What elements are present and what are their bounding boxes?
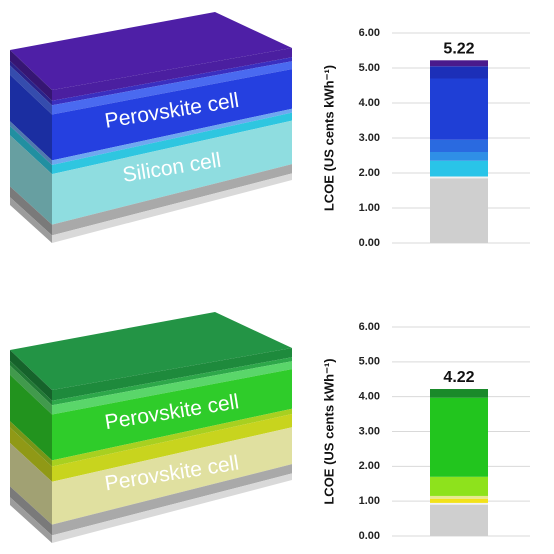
layer-side bbox=[10, 360, 52, 406]
bar-segment bbox=[430, 152, 488, 161]
layer-front bbox=[52, 473, 292, 543]
bar-segment bbox=[430, 66, 488, 79]
layer-side bbox=[10, 60, 52, 106]
layer-side bbox=[10, 125, 52, 175]
y-tick-label: 0.00 bbox=[359, 237, 380, 249]
layer-side bbox=[10, 497, 52, 543]
bar-segment bbox=[430, 78, 488, 140]
layer-side bbox=[10, 65, 52, 115]
layer-front bbox=[52, 61, 292, 115]
layer-front bbox=[52, 427, 292, 525]
layer-front bbox=[52, 108, 292, 165]
layer-side bbox=[10, 197, 52, 243]
layer-side bbox=[10, 486, 52, 536]
y-tick-label: 1.00 bbox=[359, 495, 380, 507]
layer-front bbox=[52, 120, 292, 225]
y-tick-label: 2.00 bbox=[359, 167, 380, 179]
layer-side bbox=[10, 443, 52, 525]
layer-front bbox=[52, 164, 292, 236]
layer-side bbox=[10, 421, 52, 467]
layer-front bbox=[52, 48, 292, 101]
y-tick-label: 5.00 bbox=[359, 356, 380, 368]
layer-side bbox=[10, 365, 52, 415]
layer-front bbox=[52, 414, 292, 482]
bar-segment bbox=[430, 60, 488, 67]
layer-side bbox=[10, 427, 52, 482]
layer-front bbox=[52, 357, 292, 406]
layer-side bbox=[10, 350, 52, 401]
y-axis-title: LCOE (US cents kWh⁻¹) bbox=[321, 65, 336, 211]
bar-segment bbox=[430, 389, 488, 398]
bar-segment bbox=[430, 495, 488, 499]
top-face bbox=[10, 12, 292, 90]
layer-front bbox=[52, 464, 292, 536]
y-tick-label: 5.00 bbox=[359, 62, 380, 74]
total-label: 5.22 bbox=[443, 41, 474, 58]
layer-front bbox=[52, 173, 292, 243]
layer-front bbox=[52, 112, 292, 175]
bar-segment bbox=[430, 504, 488, 536]
layer-front bbox=[52, 57, 292, 106]
layer-side bbox=[10, 121, 52, 165]
y-tick-label: 6.00 bbox=[359, 27, 380, 39]
y-tick-label: 6.00 bbox=[359, 321, 380, 333]
layer-side bbox=[10, 50, 52, 101]
bar-segment bbox=[430, 498, 488, 503]
layer-side bbox=[10, 74, 52, 161]
layer-front bbox=[52, 369, 292, 461]
layer-side bbox=[10, 186, 52, 236]
bar-segment bbox=[430, 502, 488, 505]
layer-front bbox=[52, 361, 292, 415]
y-tick-label: 4.00 bbox=[359, 97, 380, 109]
y-tick-label: 0.00 bbox=[359, 530, 380, 542]
y-axis-title: LCOE (US cents kWh⁻¹) bbox=[321, 358, 336, 504]
bar-segment bbox=[430, 176, 488, 179]
bar-segment bbox=[430, 160, 488, 177]
bar-segment bbox=[430, 476, 488, 496]
layer-side bbox=[10, 135, 52, 225]
layer-front bbox=[52, 348, 292, 401]
total-label: 4.22 bbox=[443, 369, 474, 386]
bar-segment bbox=[430, 397, 488, 477]
layer-side bbox=[10, 374, 52, 461]
bar-segment bbox=[430, 178, 488, 243]
y-tick-label: 2.00 bbox=[359, 460, 380, 472]
top-face bbox=[10, 312, 292, 390]
layer-front bbox=[52, 69, 292, 161]
y-tick-label: 4.00 bbox=[359, 391, 380, 403]
layer-front bbox=[52, 408, 292, 467]
y-tick-label: 1.00 bbox=[359, 202, 380, 214]
y-tick-label: 3.00 bbox=[359, 132, 380, 144]
y-tick-label: 3.00 bbox=[359, 425, 380, 437]
bar-segment bbox=[430, 139, 488, 152]
